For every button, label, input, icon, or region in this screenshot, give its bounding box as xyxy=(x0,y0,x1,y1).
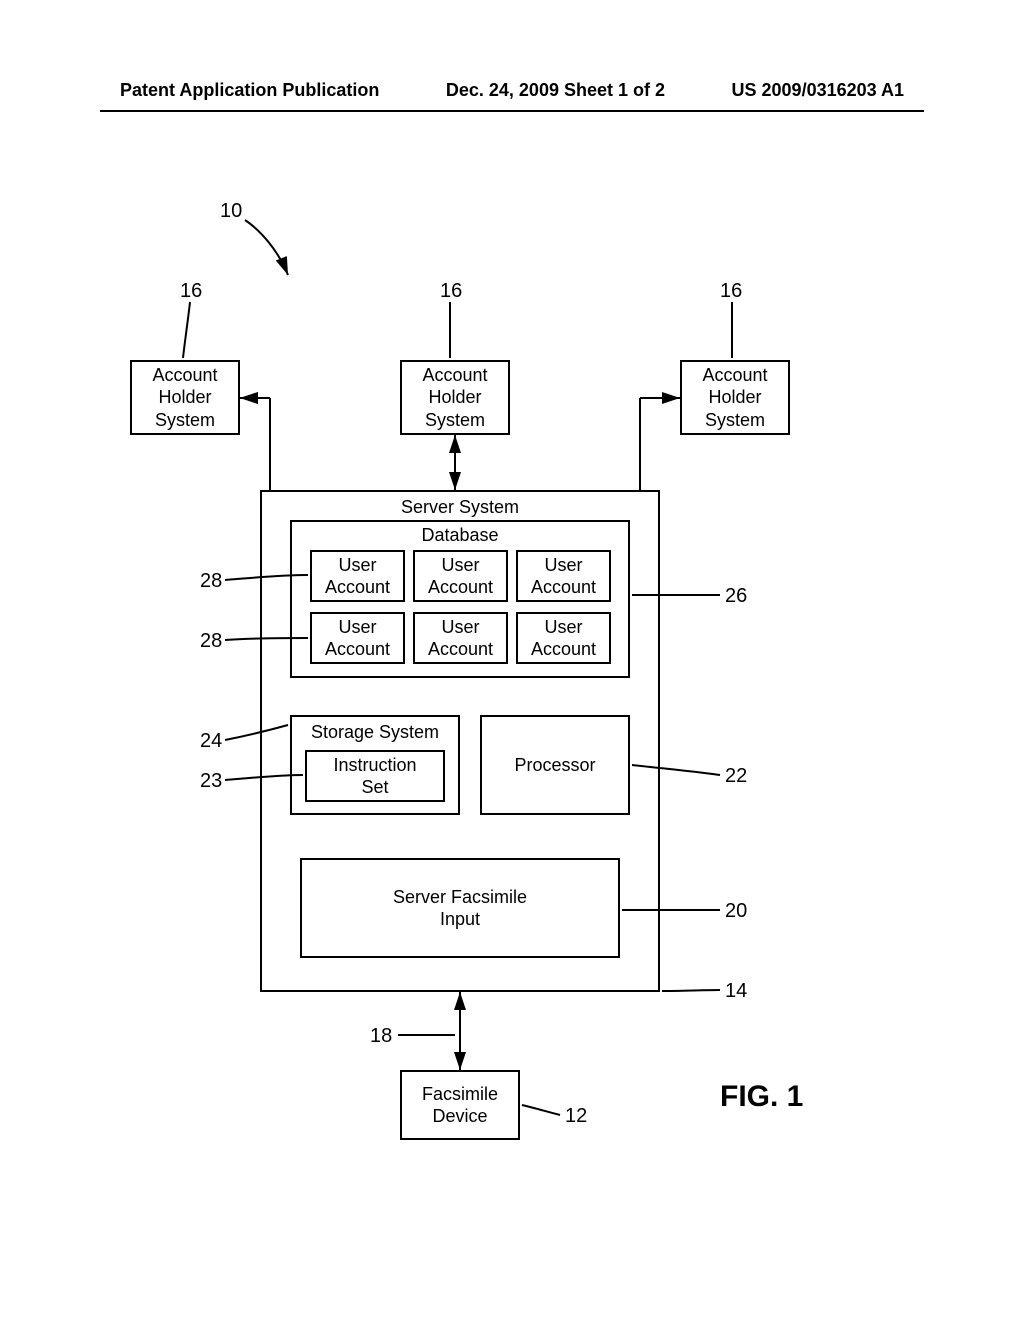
processor: Processor xyxy=(480,715,630,815)
user-account-1-1: User Account xyxy=(310,550,405,602)
ref-16a: 16 xyxy=(180,280,202,303)
page-header: Patent Application Publication Dec. 24, … xyxy=(0,80,1024,101)
ref-28a: 28 xyxy=(200,570,222,593)
user-account-1-3: User Account xyxy=(516,550,611,602)
ua5-text: User Account xyxy=(428,616,493,661)
ahs1-text: Account Holder System xyxy=(152,364,217,432)
ref-26: 26 xyxy=(725,585,747,608)
ref-23: 23 xyxy=(200,770,222,793)
ref-14: 14 xyxy=(725,980,747,1003)
account-holder-system-2: Account Holder System xyxy=(400,360,510,435)
instruction-set: Instruction Set xyxy=(305,750,445,802)
user-account-1-2: User Account xyxy=(413,550,508,602)
diagram: 10 16 16 16 28 28 26 24 23 22 20 14 18 1… xyxy=(0,170,1024,1230)
ref-18: 18 xyxy=(370,1025,392,1048)
header-right: US 2009/0316203 A1 xyxy=(732,80,904,101)
ref-24: 24 xyxy=(200,730,222,753)
ref-20: 20 xyxy=(725,900,747,923)
ref-28b: 28 xyxy=(200,630,222,653)
account-holder-system-3: Account Holder System xyxy=(680,360,790,435)
facsimile-device: Facsimile Device xyxy=(400,1070,520,1140)
ref-16b: 16 xyxy=(440,280,462,303)
user-account-2-1: User Account xyxy=(310,612,405,664)
figure-label: FIG. 1 xyxy=(720,1080,803,1114)
database-title: Database xyxy=(421,524,498,547)
ref-10: 10 xyxy=(220,200,242,223)
server-title: Server System xyxy=(401,496,519,519)
ahs2-text: Account Holder System xyxy=(422,364,487,432)
ref-16c: 16 xyxy=(720,280,742,303)
ua3-text: User Account xyxy=(531,554,596,599)
ua1-text: User Account xyxy=(325,554,390,599)
storage-title: Storage System xyxy=(311,721,439,744)
ahs3-text: Account Holder System xyxy=(702,364,767,432)
user-account-2-3: User Account xyxy=(516,612,611,664)
ua2-text: User Account xyxy=(428,554,493,599)
facInput-text: Server Facsimile Input xyxy=(393,886,527,931)
header-left: Patent Application Publication xyxy=(120,80,379,101)
ref-12: 12 xyxy=(565,1105,587,1128)
ref-22: 22 xyxy=(725,765,747,788)
ua6-text: User Account xyxy=(531,616,596,661)
instruction-text: Instruction Set xyxy=(333,754,416,799)
account-holder-system-1: Account Holder System xyxy=(130,360,240,435)
server-facsimile-input: Server Facsimile Input xyxy=(300,858,620,958)
user-account-2-2: User Account xyxy=(413,612,508,664)
header-center: Dec. 24, 2009 Sheet 1 of 2 xyxy=(446,80,665,101)
header-rule xyxy=(100,110,924,112)
ua4-text: User Account xyxy=(325,616,390,661)
facDevice-text: Facsimile Device xyxy=(422,1083,498,1128)
processor-text: Processor xyxy=(514,754,595,777)
